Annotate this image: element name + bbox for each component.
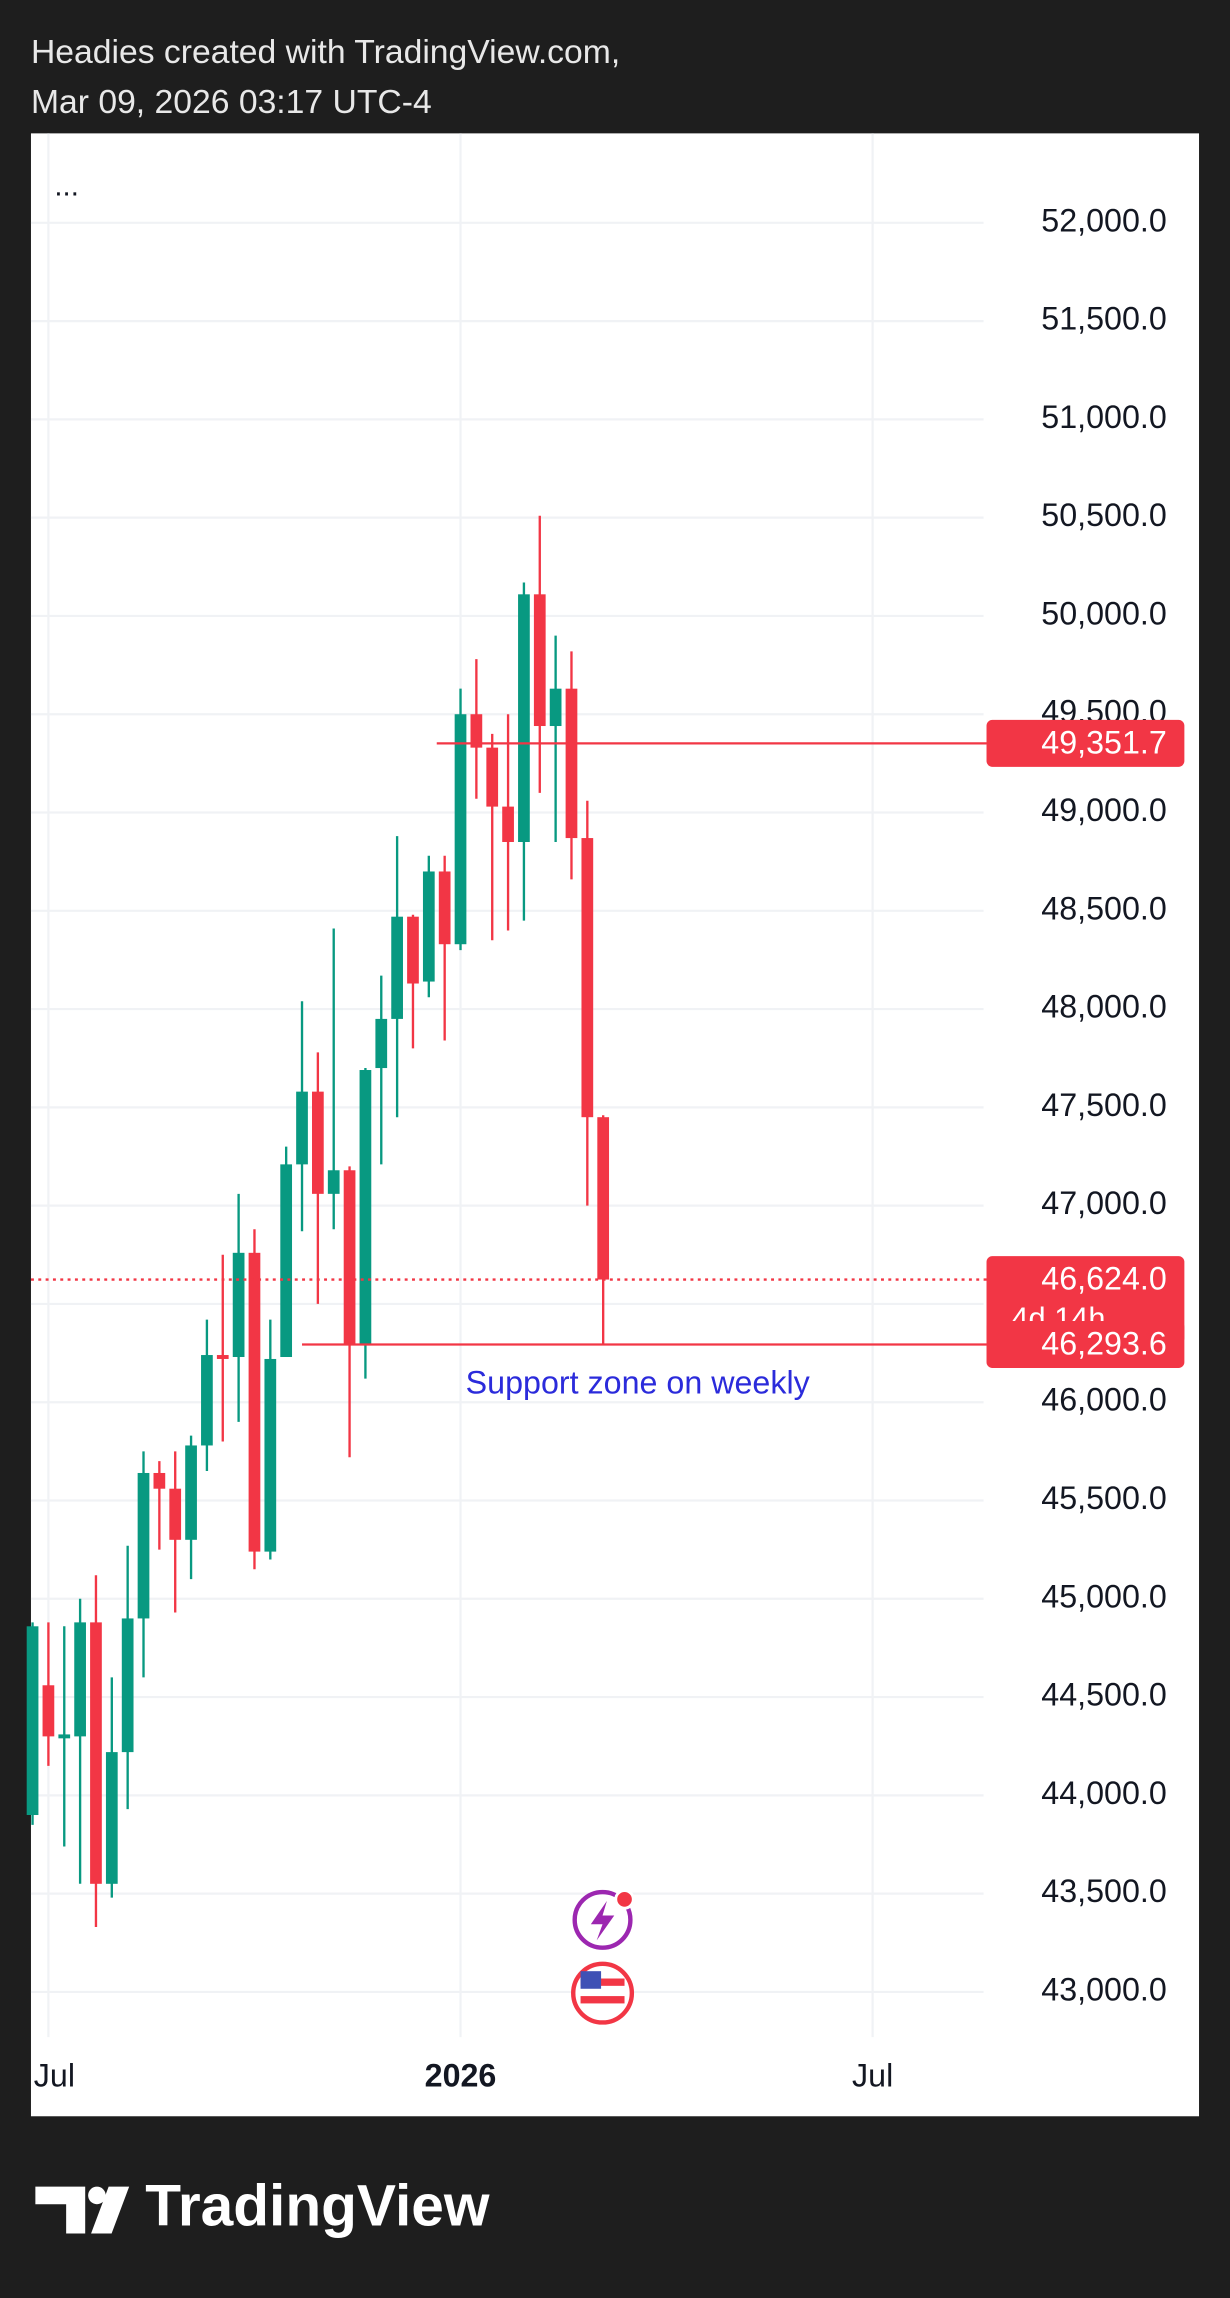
header-line: Mar 09, 2026 03:17 UTC-4 <box>31 83 432 121</box>
y-tick-label: 47,000.0 <box>1041 1185 1166 1221</box>
flag-stripe <box>580 1978 625 1986</box>
candle-body <box>375 1018 388 1069</box>
candle-body <box>121 1618 134 1753</box>
x-tick-label: Jul <box>852 2058 893 2094</box>
candle-body <box>137 1472 150 1619</box>
logo-mark <box>35 2186 86 2234</box>
price-label-box <box>986 1321 1185 1368</box>
brand: TradingView <box>145 2174 490 2239</box>
header-line: Headies created with TradingView.com, <box>31 33 620 71</box>
y-tick-label: 48,000.0 <box>1041 989 1166 1025</box>
candle-body <box>549 688 562 727</box>
flag-stripe <box>580 1996 625 2004</box>
y-tick-label: 45,500.0 <box>1041 1480 1166 1516</box>
candle-body <box>422 871 435 982</box>
candle-body <box>248 1252 261 1552</box>
y-tick-label: 50,000.0 <box>1041 595 1166 631</box>
candle-body <box>391 916 403 1019</box>
candle-body <box>502 806 514 842</box>
y-tick-label: 51,000.0 <box>1041 399 1166 435</box>
y-tick-label: 45,000.0 <box>1041 1578 1166 1614</box>
y-tick-label: 44,500.0 <box>1041 1677 1166 1713</box>
logo: TradingView <box>35 2174 490 2239</box>
candle-body <box>565 688 578 839</box>
y-tick-label: 47,500.0 <box>1041 1087 1166 1123</box>
candle-body <box>438 871 451 945</box>
menu-button[interactable]: ... <box>54 169 78 202</box>
y-tick-label: 46,000.0 <box>1041 1382 1166 1418</box>
candle-body <box>201 1355 213 1446</box>
y-tick-label: 44,000.0 <box>1041 1775 1166 1811</box>
candle-body <box>312 1091 324 1194</box>
candle-body <box>454 714 467 945</box>
y-tick-label: 43,500.0 <box>1041 1873 1166 1909</box>
candle-body <box>533 594 546 727</box>
event-icons <box>571 1889 635 2025</box>
candle-body <box>74 1622 86 1737</box>
candle-body <box>327 1170 340 1194</box>
y-tick-label: 43,000.0 <box>1041 1971 1166 2007</box>
candle-body <box>264 1358 277 1552</box>
y-tick-label: 51,500.0 <box>1041 301 1166 337</box>
candle-body <box>169 1488 182 1540</box>
candle-body <box>343 1170 356 1346</box>
candle-body <box>105 1752 118 1884</box>
candle-body <box>486 747 499 807</box>
candle-body <box>296 1091 308 1165</box>
candle-body <box>597 1117 610 1280</box>
candle-body <box>581 838 594 1118</box>
candle-body <box>26 1626 39 1816</box>
candle-body <box>359 1070 372 1346</box>
candle-body <box>407 916 419 984</box>
candle-body <box>518 594 530 842</box>
price-label: 46,624.0 <box>1041 1261 1166 1297</box>
y-tick-label: 48,500.0 <box>1041 890 1166 926</box>
lightning <box>590 1900 615 1941</box>
candle-body <box>42 1685 55 1737</box>
candle-body <box>232 1252 245 1358</box>
flag-canton <box>580 1971 602 1989</box>
candle-body <box>58 1734 71 1739</box>
price-label-box <box>986 719 1185 767</box>
price-label: 49,351.7 <box>1041 724 1166 760</box>
y-tick-label: 52,000.0 <box>1041 202 1166 238</box>
y-tick-label: 49,000.0 <box>1041 792 1166 828</box>
chart-panel <box>30 133 1200 2117</box>
candle-body <box>470 714 483 748</box>
annotation: Support zone on weekly <box>466 1364 811 1400</box>
logo-mark <box>88 2186 106 2205</box>
candle-body <box>185 1445 197 1540</box>
price-label: 46,293.6 <box>1041 1325 1166 1361</box>
candle-body <box>280 1164 293 1358</box>
candle-body <box>216 1355 229 1359</box>
y-tick-label: 50,500.0 <box>1041 497 1166 533</box>
dot <box>614 1889 635 1910</box>
event-icon[interactable] <box>572 1889 633 1950</box>
candle-body <box>90 1622 102 1884</box>
x-tick-label: 2026 <box>425 2058 497 2094</box>
price-axis: 43,000.0 43,500.0 44,000.0 44,500.0 45,000.0… <box>34 202 1185 2094</box>
x-tick-label: Jul <box>34 2058 75 2094</box>
plot: Support zone on weekly <box>26 515 987 1928</box>
logo-mark <box>91 2186 130 2234</box>
candle-body <box>153 1472 166 1489</box>
